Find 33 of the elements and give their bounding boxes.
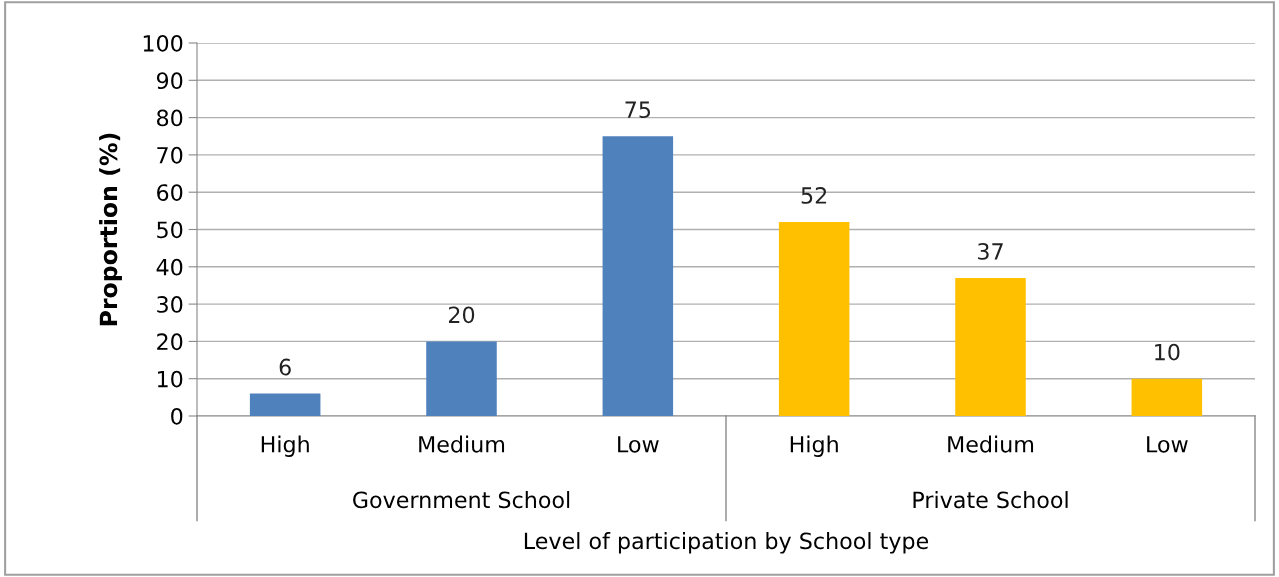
y-tick-label: 80 bbox=[157, 109, 183, 127]
data-label: 52 bbox=[801, 187, 827, 204]
x-tick-label: Low bbox=[618, 436, 659, 453]
data-label: 10 bbox=[1155, 343, 1180, 361]
y-tick-label: 60 bbox=[157, 184, 183, 201]
y-tick-label: 0 bbox=[171, 407, 183, 425]
x-tick-label: Medium bbox=[948, 435, 1034, 453]
bar bbox=[955, 277, 1026, 416]
bar bbox=[602, 136, 674, 416]
y-axis-title: Proportion (%) bbox=[99, 133, 122, 326]
y-tick-label: 100 bbox=[143, 34, 183, 52]
y-tick-label: 40 bbox=[156, 258, 183, 276]
data-label: 6 bbox=[279, 358, 291, 376]
y-tick-label: 10 bbox=[157, 370, 183, 388]
data-label: 20 bbox=[448, 306, 475, 324]
text: Private School bbox=[913, 491, 1068, 509]
x-tick-label: High bbox=[261, 435, 309, 457]
y-tick-label: 90 bbox=[156, 72, 183, 90]
bar bbox=[426, 341, 497, 416]
text: Government School bbox=[353, 491, 570, 509]
y-tick-label: 70 bbox=[157, 146, 183, 164]
y-tick-label: 20 bbox=[157, 333, 183, 351]
x-tick-label: Medium bbox=[419, 435, 505, 453]
data-label: 37 bbox=[978, 242, 1003, 260]
bar bbox=[1131, 378, 1203, 416]
bar bbox=[778, 222, 850, 416]
x-tick-label: High bbox=[790, 435, 838, 457]
y-tick-label: 30 bbox=[157, 296, 183, 313]
x-axis-title: Level of participation by School type bbox=[524, 532, 929, 554]
bar bbox=[249, 393, 321, 416]
y-tick-label: 50 bbox=[157, 221, 183, 239]
x-tick-label: Low bbox=[1147, 436, 1188, 453]
data-label: 75 bbox=[625, 101, 651, 119]
